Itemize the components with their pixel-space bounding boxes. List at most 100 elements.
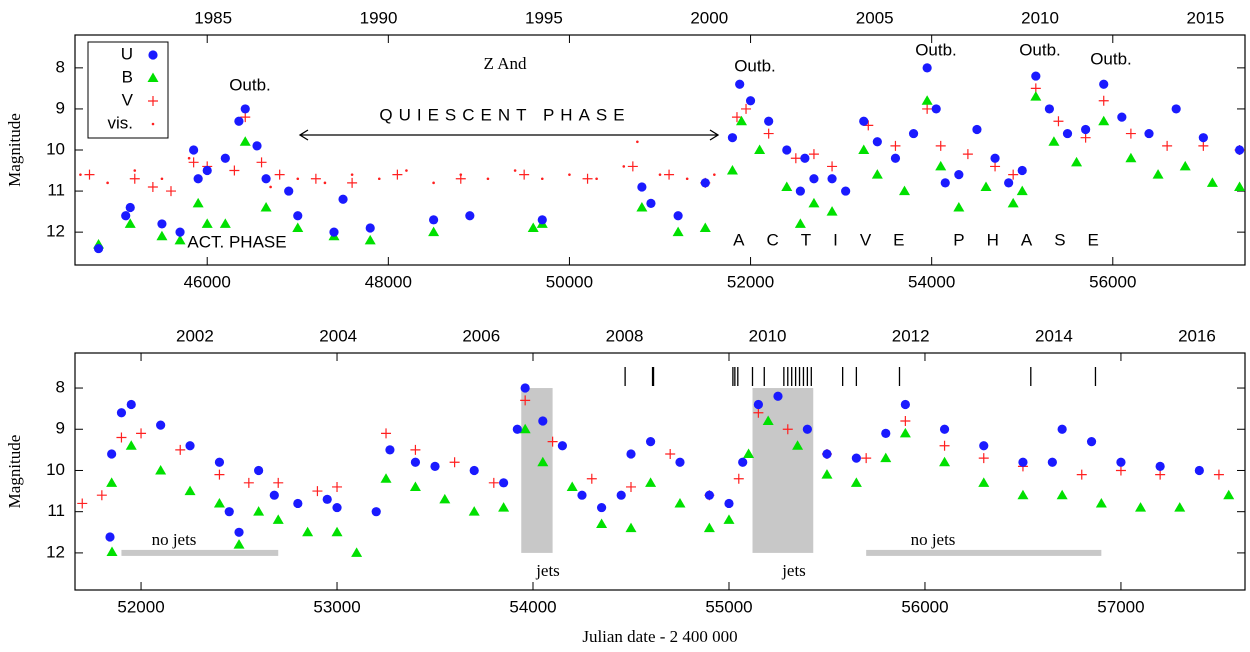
annotation: Outb. (915, 40, 957, 59)
phase-arrow (298, 129, 720, 141)
data-point (645, 437, 656, 447)
data-point (794, 218, 806, 228)
data-point (1018, 457, 1028, 467)
data-point (672, 226, 684, 237)
data-point (160, 177, 164, 181)
x2-tick-label: 1990 (360, 8, 398, 27)
data-point (1081, 124, 1091, 135)
x2-tick-label: 2012 (892, 326, 930, 345)
x2-tick-label: 2010 (749, 326, 787, 345)
data-point (827, 174, 837, 184)
data-point (858, 144, 870, 154)
data-point (147, 181, 158, 192)
x-tick-label: 50000 (546, 272, 593, 291)
data-point (726, 165, 738, 175)
y-tick-label: 10 (46, 460, 65, 479)
data-point (713, 173, 716, 176)
data-point (1047, 457, 1057, 467)
data-point (1086, 437, 1097, 447)
data-point (1198, 133, 1208, 143)
data-point (939, 424, 950, 434)
legend-marker (147, 72, 159, 82)
data-point (409, 481, 421, 491)
data-point (954, 170, 964, 180)
no-jets-interval (866, 549, 1102, 556)
data-point (790, 153, 801, 164)
data-point (625, 481, 636, 492)
x-tick-label: 48000 (365, 272, 412, 291)
data-point (213, 497, 225, 508)
x2-tick-label: 2014 (1035, 326, 1073, 345)
data-point (351, 547, 363, 557)
data-point (851, 453, 861, 463)
legend-label: U (121, 44, 133, 63)
data-point (455, 173, 466, 184)
data-point (899, 185, 911, 196)
data-point (214, 469, 225, 480)
data-point (520, 395, 531, 406)
data-point (1117, 112, 1127, 122)
data-point (156, 420, 166, 430)
data-point (890, 153, 901, 163)
data-point (84, 169, 95, 180)
data-point (124, 218, 136, 228)
data-point (547, 436, 558, 447)
data-point (293, 211, 303, 221)
data-point (365, 223, 375, 233)
data-point (512, 424, 522, 434)
data-point (405, 169, 408, 172)
data-point (488, 477, 499, 488)
data-point (1017, 165, 1027, 176)
data-point (284, 186, 294, 196)
data-point (261, 174, 271, 184)
data-point (763, 128, 774, 139)
data-point (939, 456, 951, 467)
x2-tick-label: 2000 (690, 8, 728, 27)
data-point (220, 153, 230, 163)
annotation: Outb. (1090, 49, 1132, 68)
data-point (1115, 465, 1126, 476)
data-point (1030, 91, 1042, 101)
data-point (486, 177, 490, 181)
y-tick-label: 8 (56, 378, 65, 397)
data-point (821, 469, 833, 479)
data-point (428, 226, 440, 237)
data-point (1053, 116, 1064, 127)
data-point (1194, 465, 1204, 476)
legend-marker (148, 96, 158, 106)
data-point (253, 506, 265, 516)
data-point (800, 153, 810, 163)
data-point (187, 156, 191, 160)
data-point (1016, 185, 1028, 196)
data-point (537, 456, 549, 467)
data-point (861, 453, 872, 464)
data-point (1152, 169, 1164, 179)
data-point (1135, 502, 1147, 512)
y-tick-label: 12 (46, 222, 65, 241)
data-point (736, 115, 748, 126)
data-point (735, 79, 745, 89)
data-point (699, 222, 711, 233)
data-point (432, 181, 435, 185)
annotation: ACTIVE PHASE (733, 230, 1121, 249)
data-point (96, 490, 107, 501)
annotation: Outb. (734, 56, 776, 75)
data-point (935, 140, 946, 151)
data-point (808, 197, 820, 208)
data-point (582, 173, 593, 184)
no-jets-interval (121, 549, 279, 556)
data-point (1234, 145, 1245, 155)
data-point (781, 181, 793, 191)
data-point (269, 490, 279, 500)
x2-tick-label: 2005 (856, 8, 894, 27)
data-point (703, 522, 715, 533)
data-point (881, 428, 891, 438)
y-axis-label: Magnitude (5, 435, 24, 509)
data-point (586, 473, 597, 484)
data-point (125, 440, 137, 450)
data-point (622, 165, 626, 168)
data-point (557, 441, 568, 451)
data-point (385, 445, 395, 455)
data-point (499, 478, 509, 488)
data-point (826, 206, 838, 216)
